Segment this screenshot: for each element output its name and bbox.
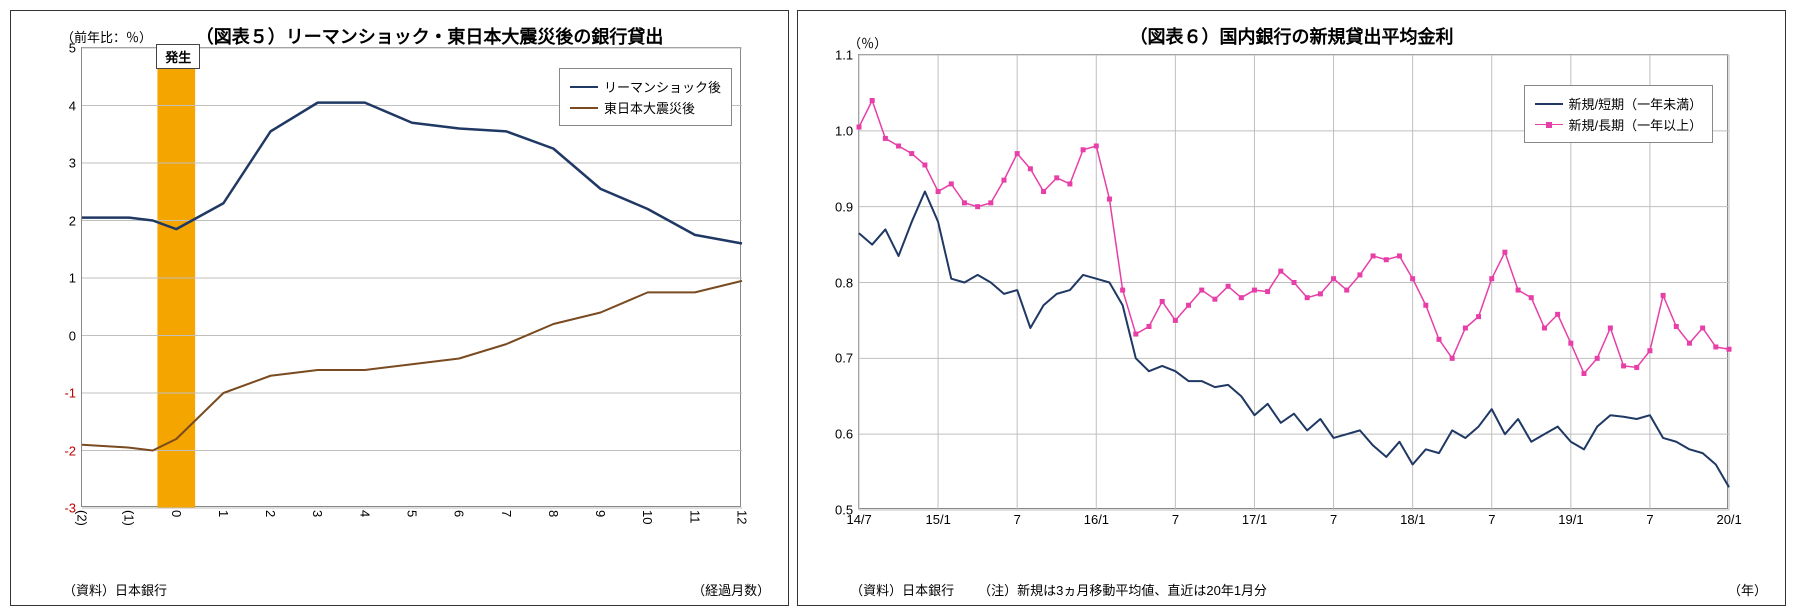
chart5-xtick: 2	[263, 506, 278, 517]
chart5-xtick: 10	[640, 506, 655, 524]
chart5-ytick: -2	[64, 443, 82, 458]
chart5-xtick: 9	[593, 506, 608, 517]
chart6-legend-item: 新規/長期（一年以上）	[1535, 115, 1703, 134]
chart5-plot: -3-2-1012345(2)(1)0123456789101112発生リーマン…	[81, 47, 741, 507]
chart6-ytick: 1.0	[835, 123, 859, 138]
chart5-ytick: 0	[69, 328, 82, 343]
chart6-legend-item: 新規/短期（一年未満）	[1535, 94, 1703, 113]
chart6-xtick: 17/1	[1242, 508, 1267, 527]
chart6-ytick: 0.9	[835, 199, 859, 214]
chart6-xtick: 7	[1488, 508, 1495, 527]
chart5-legend: リーマンショック後東日本大震災後	[559, 68, 732, 126]
chart5-legend-item: 東日本大震災後	[570, 98, 721, 117]
chart5-source: （資料）日本銀行	[63, 580, 167, 599]
legend-label: 新規/長期（一年以上）	[1569, 115, 1703, 134]
legend-label: 新規/短期（一年未満）	[1569, 94, 1703, 113]
chart6-xtick: 14/7	[846, 508, 871, 527]
chart5-xtick: 8	[546, 506, 561, 517]
chart6-xtick: 18/1	[1400, 508, 1425, 527]
chart6-plot: 0.50.60.70.80.91.01.114/715/1716/1717/17…	[858, 54, 1728, 509]
chart6-note: （注）新規は3ヵ月移動平均値、直近は20年1月分	[978, 580, 1267, 599]
chart6-title: （図表６）国内銀行の新規貸出平均金利	[810, 23, 1773, 49]
chart6-source: （資料）日本銀行	[850, 580, 954, 599]
chart5-callout: 発生	[156, 44, 200, 69]
chart5-xtick: 6	[452, 506, 467, 517]
chart5-xtick: 1	[216, 506, 231, 517]
chart6-ytick: 0.8	[835, 275, 859, 290]
legend-line-icon	[1535, 100, 1563, 108]
chart6-xlabel: （年）	[1728, 580, 1767, 599]
chart6-xtick: 15/1	[926, 508, 951, 527]
chart5-xtick: 4	[357, 506, 372, 517]
chart5-panel: （前年比：％） （図表５）リーマンショック・東日本大震災後の銀行貸出 -3-2-…	[10, 10, 789, 606]
chart6-xtick: 7	[1172, 508, 1179, 527]
chart5-ytick: 3	[69, 156, 82, 171]
chart5-xtick: 11	[687, 506, 702, 524]
chart5-ytick: 5	[69, 41, 82, 56]
legend-line-icon	[570, 86, 598, 88]
chart6-legend: 新規/短期（一年未満） 新規/長期（一年以上）	[1524, 85, 1714, 143]
chart6-xtick: 7	[1646, 508, 1653, 527]
chart6-ytick: 0.7	[835, 351, 859, 366]
chart5-ytick: 2	[69, 213, 82, 228]
chart6-xtick: 7	[1330, 508, 1337, 527]
chart6-ytick: 1.1	[835, 48, 859, 63]
chart6-xtick: 19/1	[1558, 508, 1583, 527]
chart5-xtick: 3	[310, 506, 325, 517]
chart5-ytick: 1	[69, 271, 82, 286]
legend-label: リーマンショック後	[604, 77, 721, 96]
chart5-xtick: 0	[169, 506, 184, 517]
chart6-xtick: 7	[1014, 508, 1021, 527]
chart5-ytick: 4	[69, 98, 82, 113]
chart6-xtick: 16/1	[1084, 508, 1109, 527]
chart6-ytick: 0.6	[835, 427, 859, 442]
chart5-xtick: 7	[499, 506, 514, 517]
chart5-xtick: 5	[405, 506, 420, 517]
legend-label: 東日本大震災後	[604, 98, 695, 117]
chart5-ytick: -1	[64, 386, 82, 401]
chart5-xtick: 12	[735, 506, 750, 524]
chart6-panel: （％） （図表６）国内銀行の新規貸出平均金利 0.50.60.70.80.91.…	[797, 10, 1786, 606]
chart6-xtick: 20/1	[1716, 508, 1741, 527]
legend-line-icon	[570, 107, 598, 109]
legend-line-icon	[1535, 121, 1563, 129]
chart5-xtick: (1)	[122, 506, 137, 526]
chart5-xtick: (2)	[75, 506, 90, 526]
chart5-legend-item: リーマンショック後	[570, 77, 721, 96]
chart5-xlabel: （経過月数）	[692, 580, 770, 599]
